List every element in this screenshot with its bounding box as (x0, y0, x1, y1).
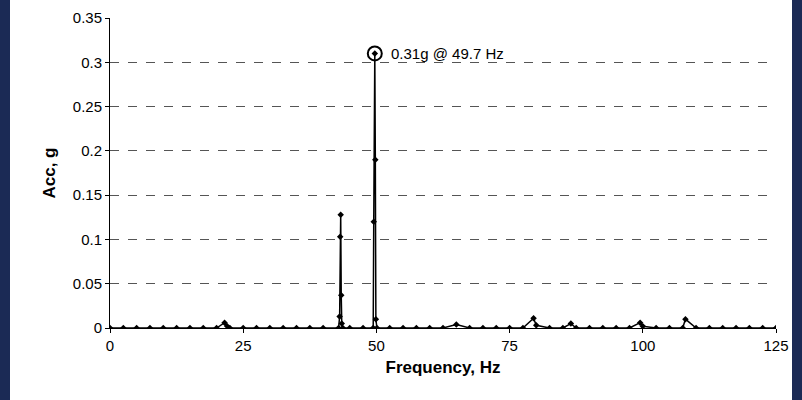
svg-text:75: 75 (501, 337, 518, 354)
svg-text:50: 50 (368, 337, 385, 354)
svg-text:0.3: 0.3 (81, 54, 102, 71)
svg-text:0.25: 0.25 (73, 98, 102, 115)
svg-text:0.2: 0.2 (81, 142, 102, 159)
svg-text:0.35: 0.35 (73, 9, 102, 26)
svg-text:125: 125 (763, 337, 788, 354)
svg-text:0.1: 0.1 (81, 231, 102, 248)
svg-text:100: 100 (630, 337, 655, 354)
svg-text:0.05: 0.05 (73, 275, 102, 292)
svg-text:0: 0 (106, 337, 114, 354)
svg-text:Acc, g: Acc, g (40, 147, 59, 198)
svg-text:0: 0 (94, 319, 102, 336)
svg-text:25: 25 (235, 337, 252, 354)
svg-text:0.15: 0.15 (73, 186, 102, 203)
svg-text:0.31g @ 49.7 Hz: 0.31g @ 49.7 Hz (391, 45, 504, 62)
svg-text:Frequency, Hz: Frequency, Hz (386, 358, 501, 377)
